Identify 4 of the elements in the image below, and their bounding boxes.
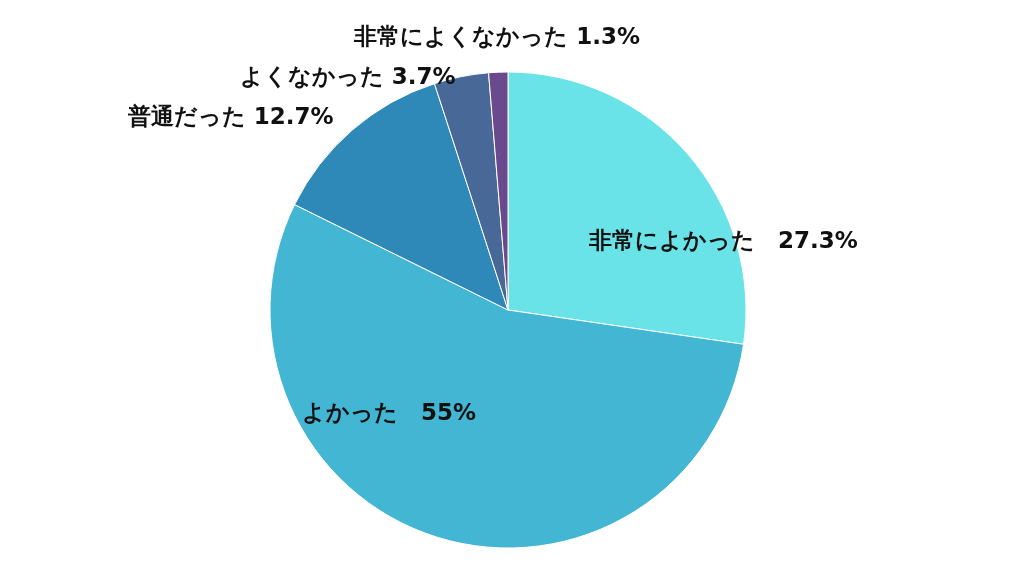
slice-label: 非常によくなかった 1.3% [353,22,641,49]
slice-label: よくなかった 3.7% [239,62,456,89]
slice-label: よかった 55% [302,399,477,426]
slice-label: 普通だった 12.7% [126,102,334,129]
